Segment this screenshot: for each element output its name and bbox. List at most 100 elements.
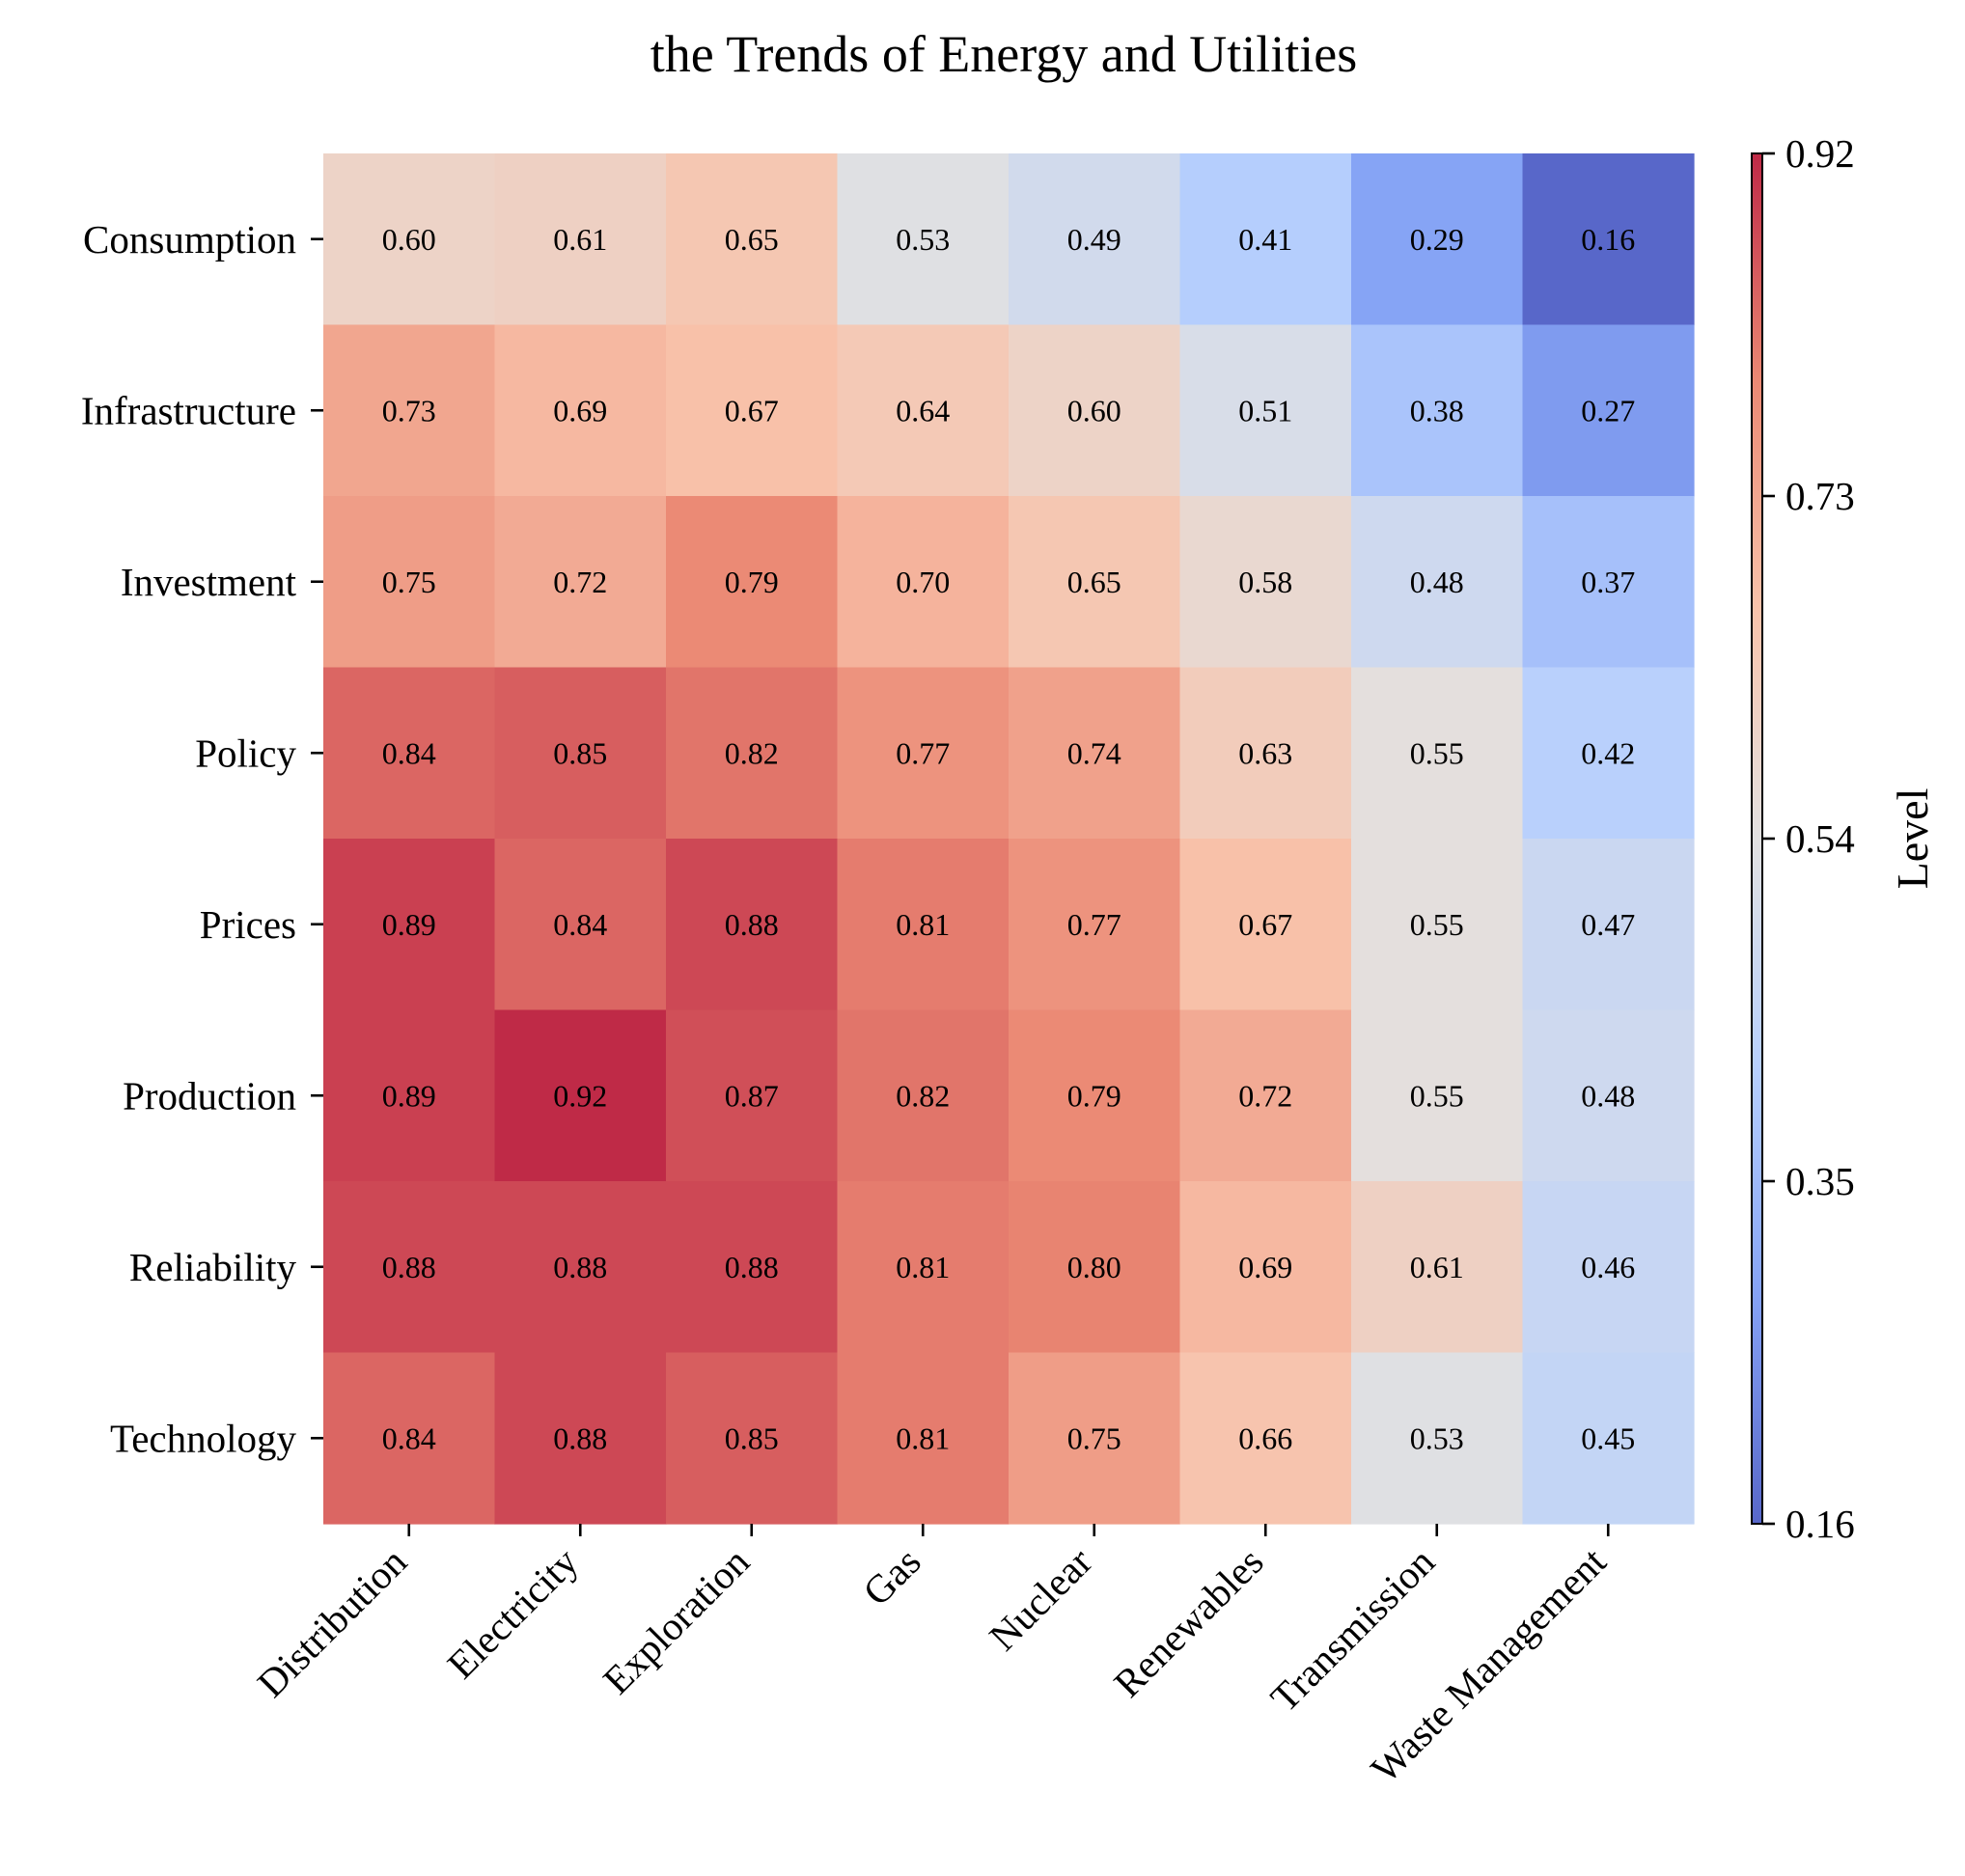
cell-value-label: 0.77 <box>1067 907 1121 942</box>
x-tick-label: Distribution <box>248 1539 415 1706</box>
colorbar-tick-label: 0.92 <box>1785 131 1855 176</box>
cell-value-label: 0.38 <box>1410 393 1464 428</box>
colorbar-ticks: 0.16 0.35 0.54 0.73 0.92 <box>1762 131 1855 1546</box>
cell-value-label: 0.82 <box>896 1078 950 1113</box>
cell-value-label: 0.61 <box>1410 1250 1464 1284</box>
heatmap-cell <box>1179 1352 1352 1525</box>
cell-value-label: 0.72 <box>553 565 607 599</box>
cell-value-label: 0.77 <box>896 735 950 770</box>
heatmap-cell <box>837 496 1010 669</box>
cell-value-label: 0.53 <box>1410 1421 1464 1455</box>
cell-value-label: 0.87 <box>725 1078 779 1113</box>
colorbar: 0.16 0.35 0.54 0.73 0.92 Level <box>1751 131 1937 1546</box>
cell-value-label: 0.84 <box>553 907 607 942</box>
heatmap-cell <box>666 1352 839 1525</box>
cell-value-label: 0.74 <box>1067 735 1121 770</box>
heatmap-cell <box>837 1352 1010 1525</box>
cell-value-label: 0.37 <box>1581 565 1635 599</box>
cell-value-label: 0.67 <box>725 393 779 428</box>
cell-value-label: 0.65 <box>725 222 779 257</box>
heatmap-cell <box>1009 496 1181 669</box>
cell-value-label: 0.88 <box>382 1250 436 1284</box>
cell-value-label: 0.75 <box>382 565 436 599</box>
cell-value-label: 0.48 <box>1581 1078 1635 1113</box>
heatmap-cell <box>1179 1181 1352 1354</box>
cell-value-label: 0.80 <box>1067 1250 1121 1284</box>
cell-value-label: 0.47 <box>1581 907 1635 942</box>
heatmap-cell <box>1351 153 1524 326</box>
heatmap-cell <box>323 839 496 1011</box>
heatmap-cell <box>1179 496 1352 669</box>
heatmap-cell <box>494 839 667 1011</box>
cell-value-label: 0.81 <box>896 1421 950 1455</box>
y-tick-label: Consumption <box>83 217 296 262</box>
heatmap-cell <box>323 667 496 840</box>
cell-value-label: 0.84 <box>382 735 436 770</box>
heatmap-cell <box>494 496 667 669</box>
heatmap-cell <box>1522 1181 1695 1354</box>
heatmap-cell <box>323 1352 496 1525</box>
heatmap-cell <box>837 153 1010 326</box>
y-tick-label: Infrastructure <box>81 388 296 432</box>
cell-value-label: 0.55 <box>1410 907 1464 942</box>
cell-value-label: 0.84 <box>382 1421 436 1455</box>
heatmap-cell <box>1351 324 1524 497</box>
heatmap-cell <box>837 1181 1010 1354</box>
heatmap-cell <box>494 1352 667 1525</box>
y-tick-label: Reliability <box>129 1245 297 1289</box>
cell-value-label: 0.89 <box>382 907 436 942</box>
colorbar-gradient <box>1751 152 1763 1525</box>
y-tick-label: Prices <box>200 902 296 947</box>
cell-value-label: 0.61 <box>553 222 607 257</box>
heatmap-cell <box>1179 324 1352 497</box>
heatmap-cell <box>1179 153 1352 326</box>
cell-value-label: 0.46 <box>1581 1250 1635 1284</box>
heatmap-cell <box>666 839 839 1011</box>
heatmap-cell <box>837 839 1010 1011</box>
cell-value-label: 0.53 <box>896 222 950 257</box>
y-tick-label: Technology <box>110 1416 296 1460</box>
x-tick-label: Exploration <box>595 1539 758 1702</box>
cell-value-label: 0.73 <box>382 393 436 428</box>
heatmap-cell <box>1179 1009 1352 1182</box>
heatmap-cell <box>323 496 496 669</box>
chart-title: the Trends of Energy and Utilities <box>650 25 1357 83</box>
colorbar-tick-label: 0.35 <box>1785 1159 1855 1203</box>
heatmap-cell <box>1522 1352 1695 1525</box>
heatmap-cell <box>1179 839 1352 1011</box>
heatmap-cell <box>1009 153 1181 326</box>
heatmap-cell <box>1522 667 1695 840</box>
cell-value-label: 0.81 <box>896 1250 950 1284</box>
x-tick-label: Gas <box>854 1539 929 1614</box>
cell-value-label: 0.88 <box>553 1421 607 1455</box>
heatmap-cells <box>323 153 1695 1525</box>
cell-value-label: 0.69 <box>1238 1250 1292 1284</box>
x-axis: Distribution Electricity Exploration Gas Nuc… <box>248 1524 1615 1791</box>
heatmap-cell <box>1522 153 1695 326</box>
cell-value-label: 0.69 <box>553 393 607 428</box>
heatmap-cell <box>666 667 839 840</box>
cell-value-label: 0.89 <box>382 1078 436 1113</box>
cell-value-label: 0.66 <box>1238 1421 1292 1455</box>
cell-value-label: 0.67 <box>1238 907 1292 942</box>
cell-value-label: 0.88 <box>725 1250 779 1284</box>
x-tick-label: Renewables <box>1105 1539 1272 1706</box>
heatmap-cell <box>1009 324 1181 497</box>
y-tick-label: Production <box>123 1073 296 1117</box>
cell-value-label: 0.48 <box>1410 565 1464 599</box>
cell-value-label: 0.51 <box>1238 393 1292 428</box>
heatmap-cell <box>1351 496 1524 669</box>
cell-value-label: 0.41 <box>1238 222 1292 257</box>
heatmap-cell <box>1351 667 1524 840</box>
y-axis: Consumption Infrastructure Investment Polic… <box>81 217 323 1460</box>
cell-value-label: 0.85 <box>553 735 607 770</box>
cell-value-label: 0.88 <box>725 907 779 942</box>
heatmap-cell <box>494 324 667 497</box>
x-tick-label: Electricity <box>438 1538 587 1687</box>
heatmap-cell <box>666 324 839 497</box>
cell-value-label: 0.92 <box>553 1078 607 1113</box>
heatmap-value-labels: 0.60 0.61 0.65 0.53 0.49 0.41 0.29 0.16 0.73 0.69… <box>382 222 1636 1456</box>
heatmap-cell <box>666 153 839 326</box>
colorbar-tick-label: 0.73 <box>1785 474 1855 518</box>
